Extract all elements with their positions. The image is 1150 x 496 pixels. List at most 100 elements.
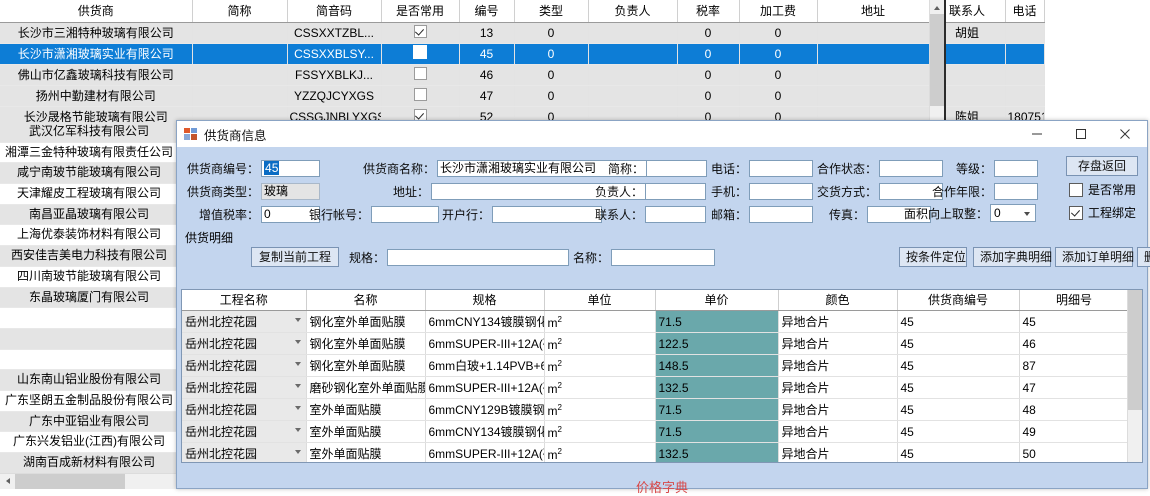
cell-owner[interactable]	[588, 22, 678, 44]
email-input[interactable]	[749, 205, 814, 223]
list-item[interactable]: 广东兴发铝业(江西)有限公司	[0, 432, 178, 453]
list-item[interactable]: 咸宁南玻节能玻璃有限公司	[0, 163, 178, 185]
sidebar-horizontal-scrollbar[interactable]	[0, 473, 178, 489]
cell-address[interactable]	[817, 85, 930, 107]
dcol-color[interactable]: 颜色	[778, 290, 898, 311]
cell-name[interactable]: 钢化室外单面贴膜	[306, 310, 426, 333]
contact-input[interactable]	[645, 205, 707, 223]
dcol-name[interactable]: 名称	[306, 290, 426, 311]
table-row[interactable]: 佛山市亿鑫玻璃科技有限公司 FSSYXBLKJ... 46 0 0 0	[0, 64, 1045, 86]
supply-detail-grid[interactable]: 工程名称 名称 规格 单位 单价 颜色 供货商编号 明细号 岳州北控花园 钢化室外…	[181, 289, 1143, 463]
dcol-spec[interactable]: 规格	[425, 290, 545, 311]
cell-price[interactable]: 148.5	[655, 354, 779, 377]
cell-supplier[interactable]: 长沙市潇湘玻璃实业有限公司	[0, 43, 193, 65]
table-row[interactable]: 岳州北控花园钢化室外单面贴膜6mm白玻+1.14PVB+6mm...m2148.…	[182, 354, 1130, 377]
cell-code[interactable]: CSSXXTZBL...	[287, 22, 382, 44]
cell-fee[interactable]: 0	[739, 43, 818, 65]
cell-common-checkbox[interactable]	[381, 43, 460, 65]
copy-current-project-button[interactable]: 复制当前工程	[251, 247, 339, 267]
cell-color[interactable]: 异地合片	[778, 420, 898, 443]
dialog-titlebar[interactable]: 供货商信息	[177, 121, 1147, 148]
detail-spec-input[interactable]	[387, 248, 570, 266]
list-item[interactable]: 南昌亚晶玻璃有限公司	[0, 204, 178, 226]
list-item[interactable]	[0, 350, 178, 371]
cell-supplier-no[interactable]: 45	[897, 442, 1020, 462]
coop-years-input[interactable]	[994, 182, 1039, 200]
cell-fee[interactable]: 0	[739, 85, 818, 107]
phone-input[interactable]	[749, 159, 814, 177]
bank-name-input[interactable]	[492, 205, 603, 223]
cell-owner[interactable]	[588, 64, 678, 86]
cell-price[interactable]: 132.5	[655, 376, 779, 399]
cell-contact[interactable]	[929, 64, 1006, 86]
cell-tax[interactable]: 0	[677, 85, 740, 107]
list-item[interactable]: 湘潭三金特种玻璃有限责任公司	[0, 143, 178, 164]
list-item[interactable]: 西安佳吉美电力科技有限公司	[0, 246, 178, 267]
detail-name-input[interactable]	[611, 248, 716, 266]
chevron-down-icon[interactable]	[291, 355, 305, 373]
cell-common-checkbox[interactable]	[381, 85, 460, 107]
cell-fee[interactable]: 0	[739, 22, 818, 44]
level-input[interactable]	[994, 159, 1039, 177]
cell-no[interactable]: 47	[459, 85, 515, 107]
project-bind-checkbox-row[interactable]: 工程绑定	[1069, 204, 1136, 221]
cell-code[interactable]: YZZQJCYXGS	[287, 85, 382, 107]
col-common[interactable]: 是否常用	[381, 0, 460, 23]
cell-supplier-no[interactable]: 45	[897, 420, 1020, 443]
cell-tax[interactable]: 0	[677, 64, 740, 86]
cell-phone[interactable]	[1005, 64, 1045, 86]
add-dictionary-detail-button[interactable]: 添加字典明细	[973, 247, 1052, 267]
supplier-type-input[interactable]: 玻璃	[261, 182, 321, 200]
save-button[interactable]: 存盘返回	[1066, 156, 1138, 176]
dcol-detail-no[interactable]: 明细号	[1019, 290, 1130, 311]
cell-no[interactable]: 13	[459, 22, 515, 44]
cell-common-checkbox[interactable]	[381, 22, 460, 44]
coop-status-input[interactable]	[879, 159, 944, 177]
cell-price[interactable]: 122.5	[655, 332, 779, 355]
list-item[interactable]: 东晶玻璃厦门有限公司	[0, 287, 178, 309]
cell-abbr[interactable]	[192, 64, 288, 86]
cell-supplier-no[interactable]: 45	[897, 354, 1020, 377]
cell-color[interactable]: 异地合片	[778, 376, 898, 399]
cell-spec[interactable]: 6mmCNY134镀膜钢化	[425, 310, 545, 333]
cell-no[interactable]: 45	[459, 43, 515, 65]
cell-price[interactable]: 132.5	[655, 442, 779, 462]
price-dictionary-label[interactable]: 价格字典	[635, 480, 688, 495]
col-no[interactable]: 编号	[459, 0, 515, 23]
checkbox-icon[interactable]	[413, 25, 427, 38]
cell-detail-no[interactable]: 87	[1019, 354, 1130, 377]
abbr-input[interactable]	[646, 159, 708, 177]
chevron-down-icon[interactable]	[291, 443, 305, 461]
cell-project-select[interactable]: 岳州北控花园	[182, 398, 307, 421]
list-item[interactable]: 广东坚朗五金制品股份有限公司	[0, 391, 178, 412]
table-row[interactable]: 岳州北控花园 室外单面贴膜 6mmCNY134镀膜钢化 m2 71.5 异地合片 45 49	[182, 420, 1130, 443]
detail-vertical-scrollbar[interactable]	[1127, 290, 1142, 462]
cell-type[interactable]: 0	[514, 22, 589, 44]
cell-project-select[interactable]: 岳州北控花园	[182, 332, 307, 355]
cell-unit[interactable]: m2	[544, 398, 656, 421]
cell-supplier-no[interactable]: 45	[897, 398, 1020, 421]
cell-unit[interactable]: m2	[544, 310, 656, 333]
cell-supplier[interactable]: 扬州中勤建材有限公司	[0, 85, 193, 107]
table-row[interactable]: 长沙市三湘特种玻璃有限公司 CSSXXTZBL... 13 0 0 0 胡姐	[0, 22, 1045, 44]
col-phone[interactable]: 电话	[1005, 0, 1045, 23]
cell-detail-no[interactable]: 47	[1019, 376, 1130, 399]
cell-type[interactable]: 0	[514, 64, 589, 86]
checkbox-icon[interactable]	[413, 45, 427, 59]
cell-price[interactable]: 71.5	[655, 420, 779, 443]
cell-address[interactable]	[817, 22, 930, 44]
scroll-up-icon[interactable]	[930, 0, 945, 14]
cell-supplier-no[interactable]: 45	[897, 310, 1020, 333]
checkbox-icon[interactable]	[413, 67, 427, 80]
cell-name[interactable]: 室外单面贴膜	[306, 420, 426, 443]
supplier-grid-vertical-scrollbar[interactable]	[929, 0, 945, 122]
cell-type[interactable]: 0	[514, 43, 589, 65]
cell-detail-no[interactable]: 49	[1019, 420, 1130, 443]
cell-contact[interactable]	[929, 85, 1006, 107]
cell-detail-no[interactable]: 46	[1019, 332, 1130, 355]
is-common-checkbox[interactable]	[1069, 182, 1083, 197]
cell-address[interactable]	[817, 64, 930, 86]
sidebar-scrollbar-thumb[interactable]	[15, 474, 125, 489]
scrollbar-thumb[interactable]	[930, 14, 945, 106]
dcol-supplier-no[interactable]: 供货商编号	[897, 290, 1020, 311]
